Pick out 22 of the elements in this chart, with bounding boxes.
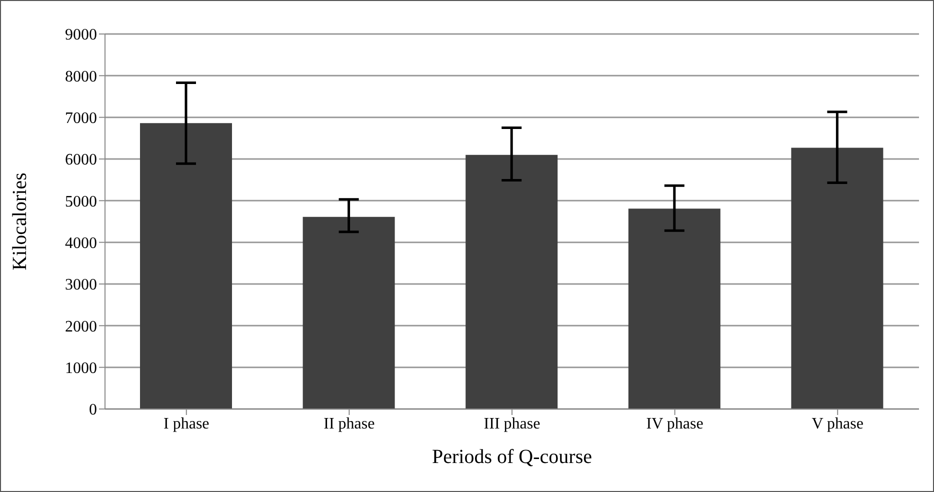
y-tick-label: 3000 (65, 276, 97, 294)
bar (628, 208, 720, 409)
y-tick-label: 9000 (65, 26, 97, 44)
bar (302, 216, 395, 409)
y-tick-label: 7000 (65, 110, 97, 128)
y-tick-label: 5000 (65, 193, 97, 210)
x-axis-title: Periods of Q-course (432, 446, 592, 468)
bar (466, 154, 558, 409)
x-tick-label: IV phase (646, 415, 704, 432)
x-tick-label: I phase (164, 415, 210, 432)
x-tick-label: V phase (812, 415, 864, 432)
x-tick-label: III phase (484, 415, 540, 432)
y-tick-label: 0 (89, 402, 97, 419)
y-tick-label: 1000 (65, 360, 97, 378)
x-tick-label: II phase (324, 415, 375, 432)
y-tick-label: 4000 (65, 235, 97, 252)
y-axis-title: Kilocalories (9, 172, 32, 270)
bar (791, 148, 884, 409)
y-tick-label: 8000 (65, 68, 97, 86)
y-tick-label: 2000 (65, 318, 97, 336)
y-tick-label: 6000 (65, 152, 97, 169)
bar (140, 123, 232, 409)
